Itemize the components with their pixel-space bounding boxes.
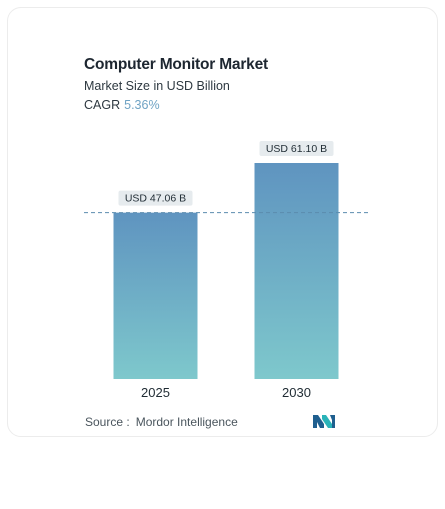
source-note: Source : Mordor Intelligence [85, 415, 238, 429]
chart-title: Computer Monitor Market [84, 56, 268, 73]
data-label-bg-2030 [259, 141, 334, 156]
data-label-bg-2025 [118, 190, 193, 206]
bar-2030 [254, 163, 339, 379]
chart-subtitle: Market Size in USD Billion [84, 79, 230, 93]
source-value: Mordor Intelligence [135, 415, 238, 429]
cagr-line: CAGR 5.36% [84, 98, 160, 112]
x-tick-label-2030: 2030 [282, 385, 311, 400]
cagr-label: CAGR [84, 98, 121, 112]
source-label: Source : [85, 415, 130, 429]
data-label-2025: USD 47.06 B [125, 193, 186, 205]
chart-card [7, 7, 438, 437]
bar-2025 [113, 212, 198, 379]
mordor-intelligence-logo [313, 415, 335, 428]
cagr-value: 5.36% [124, 98, 160, 112]
x-tick-label-2025: 2025 [141, 385, 170, 400]
data-label-2030: USD 61.10 B [266, 143, 327, 155]
